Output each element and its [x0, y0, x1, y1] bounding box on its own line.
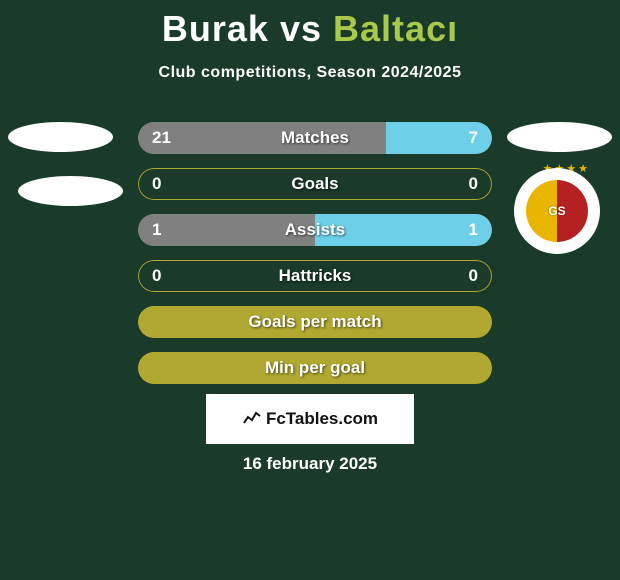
vs-text: vs: [280, 8, 322, 49]
stat-bar-min-per-goal: Min per goal: [138, 352, 492, 384]
club-badge-right-2: GS: [514, 168, 600, 254]
bar-label: Matches: [138, 122, 492, 154]
chart-icon: [242, 409, 262, 430]
subtitle: Club competitions, Season 2024/2025: [0, 64, 620, 82]
galatasaray-logo: GS: [526, 180, 588, 242]
gs-logo-text: GS: [548, 204, 565, 218]
bar-label: Assists: [138, 214, 492, 246]
club-badge-left-1: [8, 122, 113, 152]
page-title: Burak vs Baltacı: [0, 0, 620, 50]
attribution-badge: FcTables.com: [206, 394, 414, 444]
comparison-card: Burak vs Baltacı Club competitions, Seas…: [0, 0, 620, 580]
bar-label: Goals: [138, 168, 492, 200]
stats-bars: 217Matches 00Goals 11Assists 00Hattricks Goa…: [138, 122, 492, 398]
stat-bar-matches: 217Matches: [138, 122, 492, 154]
club-badge-right-1: [507, 122, 612, 152]
club-badge-left-2: [18, 176, 123, 206]
stat-bar-assists: 11Assists: [138, 214, 492, 246]
stat-bar-hattricks: 00Hattricks: [138, 260, 492, 292]
bar-label: Hattricks: [138, 260, 492, 292]
attribution-text: FcTables.com: [266, 409, 378, 429]
bar-label: Goals per match: [138, 306, 492, 338]
player-a-name: Burak: [162, 8, 269, 49]
player-b-name: Baltacı: [333, 8, 458, 49]
date-text: 16 february 2025: [0, 454, 620, 474]
stat-bar-goals-per-match: Goals per match: [138, 306, 492, 338]
stat-bar-goals: 00Goals: [138, 168, 492, 200]
bar-label: Min per goal: [138, 352, 492, 384]
